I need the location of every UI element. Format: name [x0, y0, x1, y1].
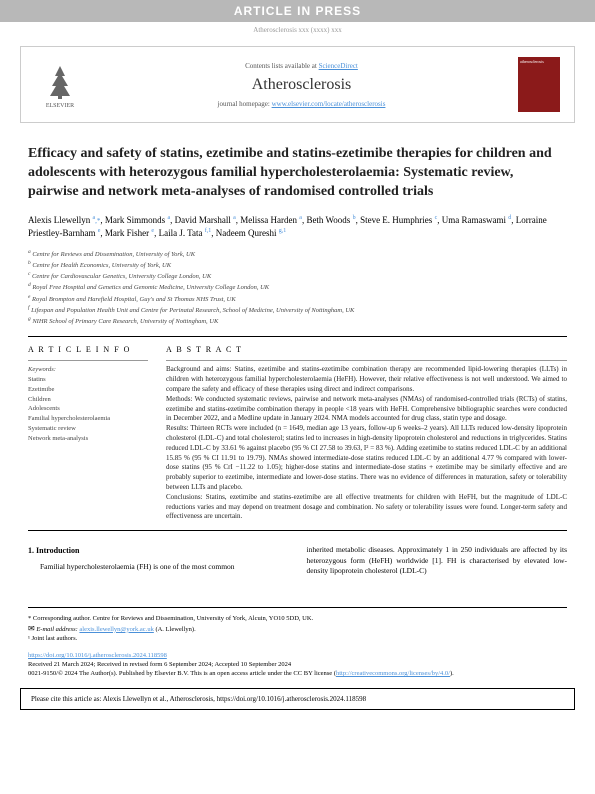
intro-column-right: inherited metabolic diseases. Approximat…: [307, 545, 568, 577]
homepage-label: journal homepage:: [218, 100, 272, 108]
journal-cover-thumbnail: atherosclerosis: [518, 57, 560, 112]
author: Steve E. Humphries c: [360, 215, 437, 225]
keyword: Children: [28, 395, 148, 405]
received-dates: Received 21 March 2024; Received in revi…: [28, 660, 567, 669]
elsevier-tree-icon: [40, 61, 80, 101]
author: Uma Ramaswami d: [442, 215, 512, 225]
author-affil-link[interactable]: f,1: [205, 228, 212, 238]
corresponding-author-footer: * Corresponding author. Centre for Revie…: [28, 607, 567, 643]
copyright-text: 0021-9150/© 2024 The Author(s). Publishe…: [28, 670, 336, 677]
divider-top: [28, 336, 567, 337]
affiliation: a Centre for Reviews and Dissemination, …: [28, 249, 567, 259]
affiliation: c Centre for Cardiovascular Genetics, Un…: [28, 271, 567, 281]
keyword: Statins: [28, 375, 148, 385]
author: Laila J. Tata f,1: [159, 228, 212, 238]
abstract-text: Background and aims: Statins, ezetimibe …: [166, 365, 567, 522]
journal-name: Atherosclerosis: [85, 76, 518, 94]
contents-available-line: Contents lists available at ScienceDirec…: [85, 62, 518, 70]
keyword: Adolescents: [28, 404, 148, 414]
introduction-heading: 1. Introduction: [28, 545, 289, 556]
abstract-methods: Methods: We conducted systematic reviews…: [166, 395, 567, 424]
affiliation: b Centre for Health Economics, Universit…: [28, 260, 567, 270]
keyword: Ezetimibe: [28, 385, 148, 395]
abstract-column: A B S T R A C T Background and aims: Sta…: [166, 345, 567, 522]
article-info-heading: A R T I C L E I N F O: [28, 345, 148, 354]
contents-text: Contents lists available at: [245, 62, 319, 70]
intro-para-1: Familial hypercholesterolaemia (FH) is o…: [28, 562, 289, 573]
cover-title: atherosclerosis: [518, 57, 560, 66]
envelope-icon: ✉: [28, 624, 35, 633]
email-link[interactable]: alexis.llewellyn@york.ac.uk: [79, 626, 153, 633]
author: Nadeem Qureshi g,1: [216, 228, 286, 238]
author-affil-link[interactable]: b: [353, 215, 356, 225]
author-affil-link[interactable]: g,1: [279, 228, 287, 238]
sciencedirect-link[interactable]: ScienceDirect: [319, 62, 358, 70]
intro-column-left: 1. Introduction Familial hypercholestero…: [28, 545, 289, 577]
keyword: Systematic review: [28, 424, 148, 434]
journal-homepage-line: journal homepage: www.elsevier.com/locat…: [85, 100, 518, 108]
affiliation: g NIHR School of Primary Care Research, …: [28, 316, 567, 326]
article-info-column: A R T I C L E I N F O Keywords: StatinsE…: [28, 345, 148, 522]
affiliation: f Lifespan and Population Health Unit an…: [28, 305, 567, 315]
author: Alexis Llewellyn a,*: [28, 215, 100, 225]
abstract-background: Background and aims: Statins, ezetimibe …: [166, 365, 567, 394]
author: David Marshall a: [175, 215, 236, 225]
author-affil-link[interactable]: a: [167, 215, 170, 225]
keyword: Familial hypercholesterolaemia: [28, 414, 148, 424]
abstract-conclusions: Conclusions: Statins, ezetimibe and stat…: [166, 493, 567, 522]
author-affil-link[interactable]: c: [435, 215, 438, 225]
affiliation: e Royal Brompton and Harefield Hospital,…: [28, 294, 567, 304]
author-affil-link[interactable]: d: [508, 215, 511, 225]
author: Melissa Harden a: [240, 215, 302, 225]
citation-box: Please cite this article as: Alexis Llew…: [20, 688, 575, 710]
article-title: Efficacy and safety of statins, ezetimib…: [28, 145, 567, 202]
intro-para-2: inherited metabolic diseases. Approximat…: [307, 545, 568, 577]
email-line: ✉ E-mail address: alexis.llewellyn@york.…: [28, 623, 567, 634]
abstract-divider: [166, 360, 567, 361]
author: Mark Simmonds a: [105, 215, 170, 225]
author-list: Alexis Llewellyn a,*, Mark Simmonds a, D…: [28, 214, 567, 241]
publisher-name: ELSEVIER: [46, 103, 74, 109]
doi-link[interactable]: https://doi.org/10.1016/j.atherosclerosi…: [28, 652, 167, 659]
corresponding-author-line: * Corresponding author. Centre for Revie…: [28, 614, 567, 623]
abstract-heading: A B S T R A C T: [166, 345, 567, 354]
author-affil-link[interactable]: e: [98, 228, 101, 238]
abstract-results: Results: Thirteen RCTs were included (n …: [166, 424, 567, 493]
cc-license-link[interactable]: http://creativecommons.org/licenses/by/4…: [336, 670, 450, 677]
author-affil-link[interactable]: e: [151, 228, 154, 238]
info-abstract-row: A R T I C L E I N F O Keywords: StatinsE…: [28, 345, 567, 522]
keywords-label: Keywords:: [28, 365, 148, 375]
article-in-press-banner: ARTICLE IN PRESS: [0, 0, 595, 22]
copyright-line: 0021-9150/© 2024 The Author(s). Publishe…: [28, 669, 567, 678]
email-suffix: (A. Llewellyn).: [154, 626, 196, 633]
joint-authors-note: ¹ Joint last authors.: [28, 634, 567, 643]
divider-bottom: [28, 530, 567, 531]
copyright-end: ).: [450, 670, 454, 677]
keywords-block: Keywords: StatinsEzetimibeChildrenAdoles…: [28, 365, 148, 443]
reference-line: Atherosclerosis xxx (xxxx) xxx: [0, 22, 595, 38]
author-affil-link[interactable]: a: [233, 215, 236, 225]
email-label: E-mail address:: [36, 626, 79, 633]
publisher-logo: ELSEVIER: [35, 57, 85, 112]
affiliation: d Royal Free Hospital and Genetics and G…: [28, 282, 567, 292]
author-affil-link[interactable]: a: [299, 215, 302, 225]
author: Mark Fisher e: [105, 228, 154, 238]
keyword: Network meta-analysis: [28, 434, 148, 444]
affiliations-list: a Centre for Reviews and Dissemination, …: [28, 249, 567, 327]
doi-block: https://doi.org/10.1016/j.atherosclerosi…: [28, 651, 567, 678]
info-divider: [28, 360, 148, 361]
journal-header: ELSEVIER Contents lists available at Sci…: [20, 46, 575, 123]
introduction-section: 1. Introduction Familial hypercholestero…: [28, 545, 567, 577]
homepage-link[interactable]: www.elsevier.com/locate/atherosclerosis: [272, 100, 386, 108]
author: Beth Woods b: [306, 215, 355, 225]
